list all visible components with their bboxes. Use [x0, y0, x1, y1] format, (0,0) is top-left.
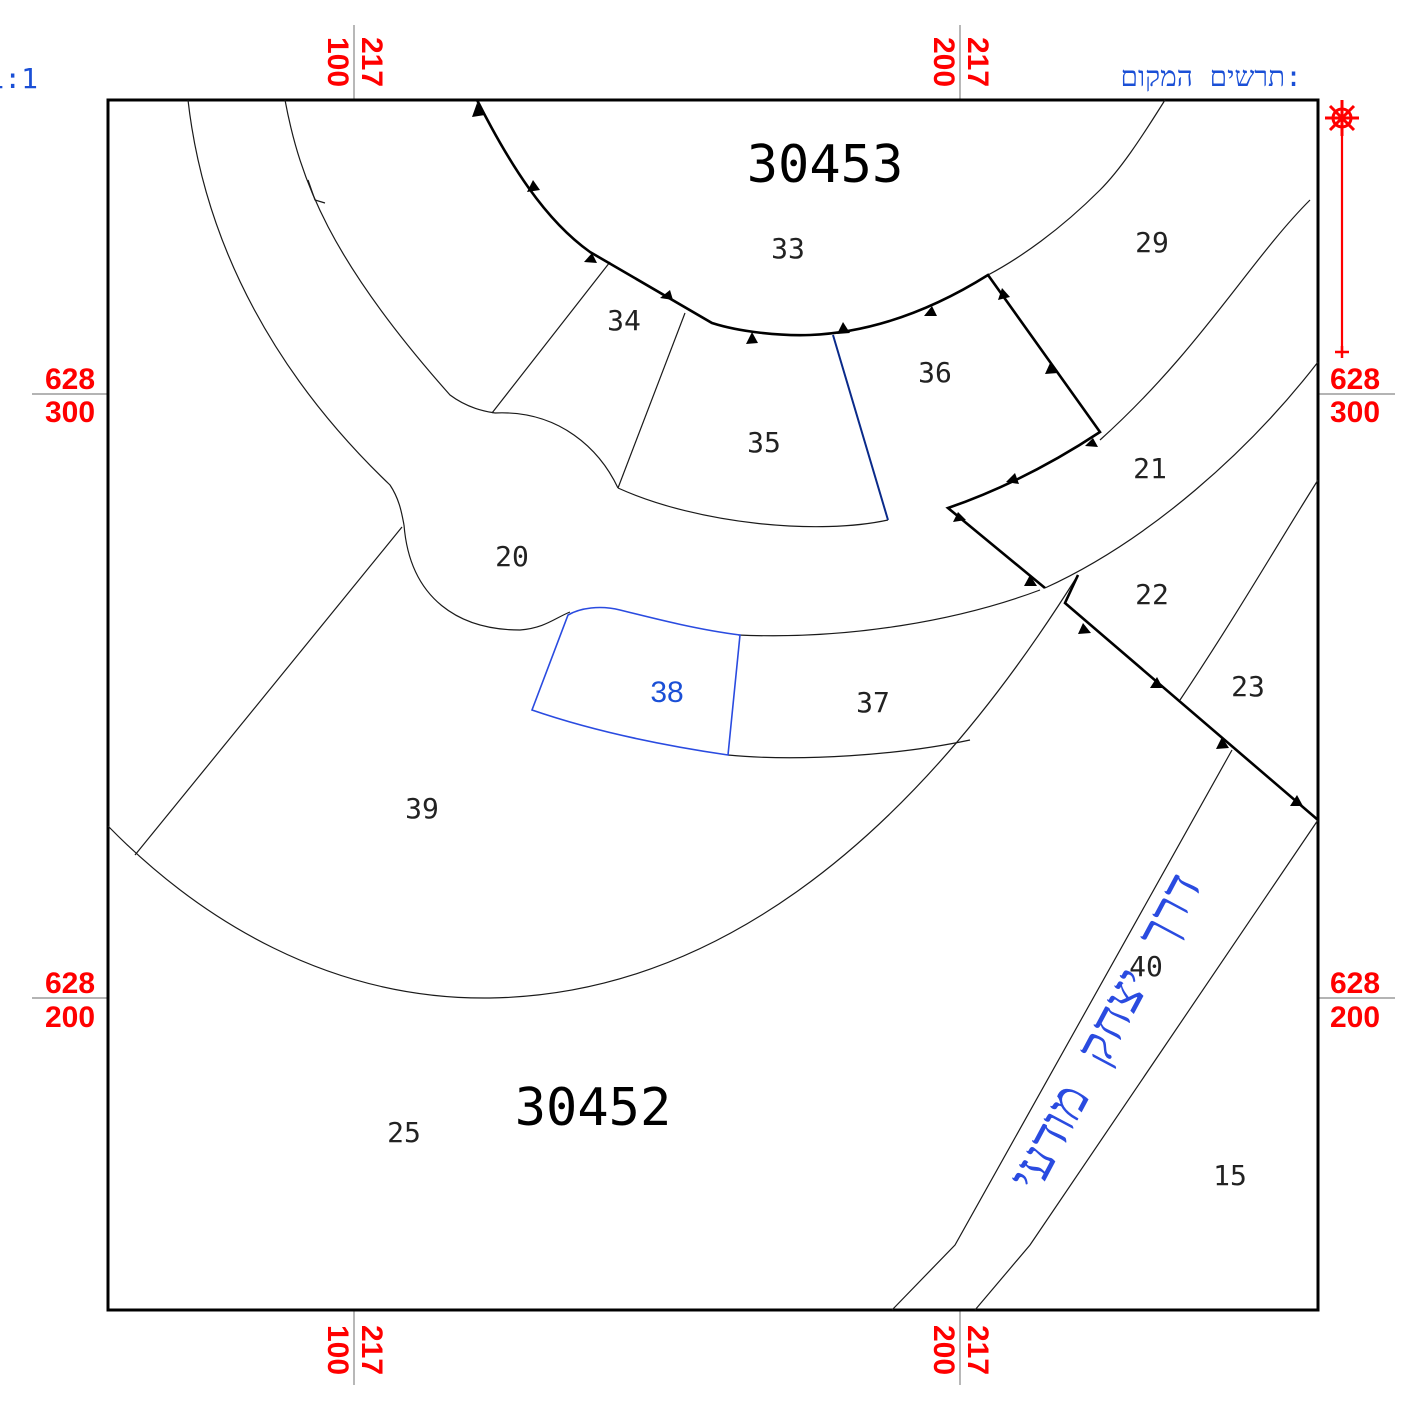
svg-text:100: 100 — [321, 1325, 354, 1375]
svg-text:300: 300 — [1330, 396, 1380, 429]
coord-right-upper: 628 300 — [1330, 363, 1380, 429]
svg-text:628: 628 — [45, 363, 95, 396]
svg-text:628: 628 — [45, 967, 95, 1000]
boundary-markers — [472, 103, 1303, 806]
parcel-label: 36 — [918, 356, 952, 389]
parcel-label: 21 — [1133, 452, 1167, 485]
parcel-boundaries — [107, 99, 1319, 1311]
north-arrow-icon — [1325, 100, 1359, 358]
parcel-label-highlighted: 38 — [650, 676, 683, 709]
block-label-30453: 30453 — [747, 135, 904, 195]
coord-bottom-left: 217 100 — [321, 1325, 388, 1375]
svg-text:200: 200 — [45, 1001, 95, 1034]
parcel-label: 29 — [1135, 226, 1169, 259]
coord-left-upper: 628 300 — [45, 363, 95, 429]
navy-boundary-35-36 — [832, 334, 889, 521]
parcel-label: 23 — [1231, 670, 1265, 703]
svg-text:100: 100 — [321, 37, 354, 87]
svg-text:217: 217 — [355, 1325, 388, 1375]
parcel-label: 33 — [771, 232, 805, 265]
svg-text:628: 628 — [1330, 967, 1380, 1000]
svg-text:200: 200 — [927, 1325, 960, 1375]
block-boundary — [475, 99, 1319, 821]
parcel-label: 34 — [607, 304, 641, 337]
parcel-38-outline — [530, 606, 741, 756]
parcel-label: 22 — [1135, 578, 1169, 611]
parcel-label: 15 — [1213, 1159, 1247, 1192]
svg-text:628: 628 — [1330, 363, 1380, 396]
svg-text:300: 300 — [45, 396, 95, 429]
coord-top-right: 217 200 — [927, 37, 994, 87]
svg-text:217: 217 — [355, 37, 388, 87]
coord-right-lower: 628 200 — [1330, 967, 1380, 1034]
parcel-labels: 33 29 34 36 35 21 20 22 38 37 23 39 40 2… — [387, 226, 1265, 1192]
svg-text:200: 200 — [1330, 1001, 1380, 1034]
parcel-label: 39 — [405, 792, 439, 825]
coord-left-lower: 628 200 — [45, 967, 95, 1034]
map-frame — [106, 98, 1320, 1312]
parcel-label: 25 — [387, 1116, 421, 1149]
parcel-label: 20 — [495, 540, 529, 573]
block-label-30452: 30452 — [515, 1078, 672, 1138]
scale-text: 1:1250 מ"קנ — [0, 62, 38, 95]
coord-bottom-right: 217 200 — [927, 1325, 994, 1375]
parcel-label: 37 — [856, 686, 890, 719]
street-name: דרך יצחק מודעי — [996, 863, 1213, 1201]
svg-text:217: 217 — [961, 37, 994, 87]
coord-top-left: 217 100 — [321, 37, 388, 87]
title-text: תרשים המקום: — [1120, 60, 1302, 93]
grid-ticks — [32, 25, 1395, 1385]
parcel-label: 40 — [1129, 950, 1163, 983]
svg-text:200: 200 — [927, 37, 960, 87]
svg-text:217: 217 — [961, 1325, 994, 1375]
parcel-label: 35 — [747, 426, 781, 459]
